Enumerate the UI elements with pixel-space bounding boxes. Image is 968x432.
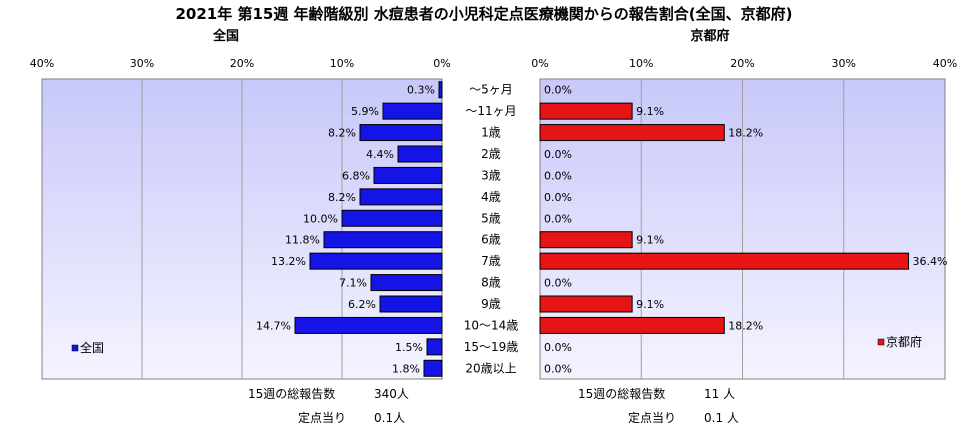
national-data-label: 1.5% [395,341,423,354]
kyoto-data-label: 0.0% [544,191,572,204]
kyoto-bar [539,316,725,334]
national-bar [379,295,443,313]
national-subtitle: 全国 [212,28,239,44]
national-bar [359,124,443,142]
national-tick-label: 40% [30,57,54,70]
category-label: 7歳 [481,254,501,268]
kyoto-tick-label: 30% [832,57,856,70]
kyoto-total-value: 11 人 [704,387,735,401]
kyoto-bar [539,295,633,313]
national-tick-label: 30% [130,57,154,70]
category-label: ～11ヶ月 [465,104,516,118]
national-data-label: 11.8% [285,234,320,247]
category-labels: ～5ヶ月 ～11ヶ月 1歳 2歳 3歳 4歳 5歳 6歳 7歳 8歳 9歳 10～14歳 15～19歳 2… [464,83,519,376]
national-per-value: 0.1人 [374,411,405,425]
national-data-label: 6.8% [342,169,370,182]
kyoto-data-label: 0.0% [544,169,572,182]
national-bar [382,102,443,120]
national-legend: 全国 [71,340,104,355]
national-bar [341,209,443,227]
national-data-label: 13.2% [271,255,306,268]
kyoto-tick-label: 20% [730,57,754,70]
national-bar [373,166,443,184]
kyoto-data-label: 0.0% [544,84,572,97]
national-data-label: 0.3% [407,84,435,97]
kyoto-data-label: 9.1% [636,234,664,247]
national-total-label: 15週の総報告数 [248,386,335,401]
kyoto-panel: 京都府 0% 10% 20% 30% 40% 0.0% 9.1% 18.2% 0.0% 0.0%… [531,28,957,425]
kyoto-legend-label: 京都府 [886,334,922,349]
kyoto-bar [539,231,633,249]
kyoto-data-label: 9.1% [636,298,664,311]
kyoto-bar [539,252,910,270]
national-data-label: 1.8% [392,362,420,375]
national-legend-swatch [71,344,79,352]
national-bar [359,188,443,206]
kyoto-data-label: 18.2% [728,319,763,332]
category-label: 6歳 [481,233,501,247]
national-tick-label: 20% [230,57,254,70]
kyoto-legend: 京都府 [877,334,922,349]
national-data-label: 7.1% [339,277,367,290]
national-data-label: 8.2% [328,191,356,204]
kyoto-data-label: 0.0% [544,277,572,290]
kyoto-per-label: 定点当り [628,410,676,425]
category-label: 1歳 [481,126,501,140]
category-label: 20歳以上 [465,361,516,375]
national-tick-label: 10% [330,57,354,70]
kyoto-bar [539,102,633,120]
national-legend-label: 全国 [80,340,104,355]
national-per-label: 定点当り [298,410,346,425]
category-label: 3歳 [481,168,501,182]
national-bar [294,316,443,334]
kyoto-data-label: 0.0% [544,212,572,225]
category-label: 10～14歳 [464,318,519,332]
kyoto-subtitle: 京都府 [690,28,729,44]
kyoto-data-label: 18.2% [728,127,763,140]
national-panel: 全国 0% 10% 20% 30% 40% 0.3% 5.9% 8.2% 4.4% 6.8% 8.… [30,28,451,425]
category-label: 9歳 [481,297,501,311]
national-data-label: 10.0% [303,212,338,225]
national-bar [426,338,443,356]
kyoto-tick-label: 40% [933,57,957,70]
kyoto-per-value: 0.1 人 [704,411,739,425]
category-label: 2歳 [481,147,501,161]
category-label: 8歳 [481,276,501,290]
national-data-label: 14.7% [256,319,291,332]
national-data-label: 8.2% [328,127,356,140]
kyoto-bar [539,124,725,142]
national-bar [423,359,443,377]
national-bar [438,81,443,99]
category-label: 15～19歳 [464,340,519,354]
kyoto-data-label: 0.0% [544,148,572,161]
kyoto-data-label: 0.0% [544,362,572,375]
kyoto-data-label: 36.4% [913,255,948,268]
kyoto-data-label: 9.1% [636,105,664,118]
category-label: 5歳 [481,211,501,225]
category-label: 4歳 [481,190,501,204]
national-data-label: 5.9% [351,105,379,118]
national-bar [370,274,443,292]
kyoto-legend-swatch [877,338,885,346]
national-tick-label: 0% [433,57,450,70]
national-bar [309,252,443,270]
national-data-label: 6.2% [348,298,376,311]
national-bar [397,145,443,163]
national-total-value: 340人 [374,387,409,401]
national-bar [323,231,443,249]
kyoto-data-label: 0.0% [544,341,572,354]
chart-title: 2021年 第15週 年齢階級別 水痘患者の小児科定点医療機関からの報告割合(全… [175,5,792,23]
kyoto-tick-label: 0% [531,57,548,70]
category-label: ～5ヶ月 [469,83,513,97]
kyoto-total-label: 15週の総報告数 [578,386,665,401]
kyoto-tick-label: 10% [629,57,653,70]
national-data-label: 4.4% [366,148,394,161]
